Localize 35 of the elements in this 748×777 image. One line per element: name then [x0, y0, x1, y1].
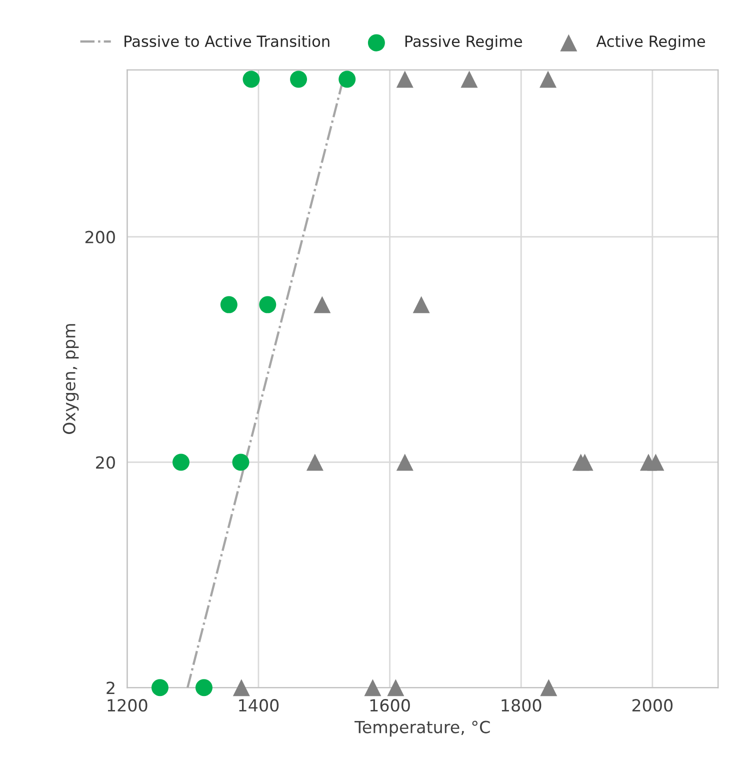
x-tick-label: 1200 [108, 699, 148, 712]
legend-label: Active Regime [596, 35, 706, 50]
point [412, 296, 430, 314]
y-axis-title: Oxygen, ppm [62, 324, 79, 434]
point [540, 679, 558, 696]
point [387, 679, 404, 696]
point [460, 70, 478, 88]
point [290, 70, 308, 88]
point [195, 679, 212, 696]
point [242, 70, 260, 88]
point [232, 679, 250, 696]
point [364, 679, 382, 696]
point [396, 70, 414, 88]
legend-label: Passive Regime [405, 35, 522, 50]
legend-label: Passive to Active Transition [124, 35, 330, 48]
y-tick-label: 20 [96, 456, 115, 469]
point [540, 70, 557, 88]
point [232, 454, 250, 471]
y-tick-label: 2 [106, 682, 114, 694]
x-tick-label: 1400 [239, 699, 279, 712]
point [338, 70, 356, 88]
x-axis-title: Temperature, °C [354, 720, 490, 737]
point [647, 454, 664, 471]
point [220, 296, 238, 314]
point [314, 296, 331, 314]
x-tick-label: 2000 [632, 699, 673, 712]
point [151, 679, 168, 696]
point [396, 454, 414, 471]
x-tick-label: 1800 [502, 699, 542, 712]
y-tick-label: 200 [85, 230, 115, 244]
point [259, 296, 276, 314]
point [576, 454, 594, 471]
point [172, 454, 190, 471]
x-tick-label: 1600 [370, 699, 410, 712]
point [306, 454, 324, 471]
